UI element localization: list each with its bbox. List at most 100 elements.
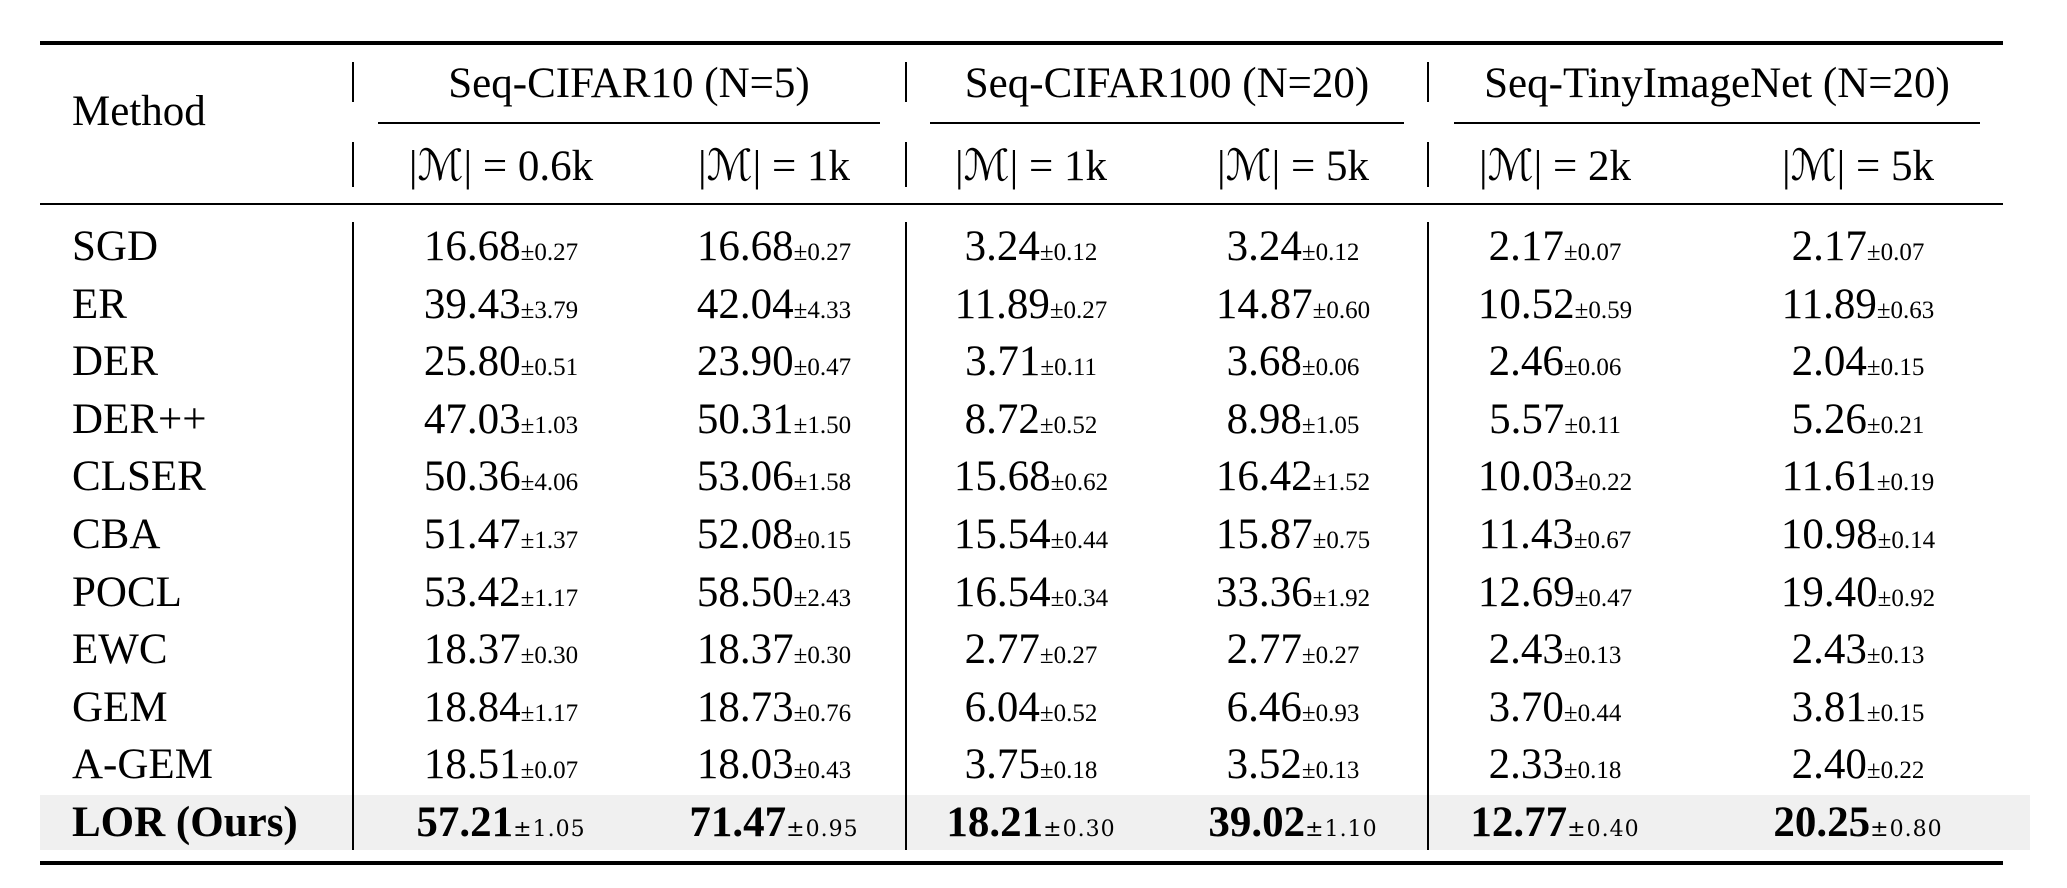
bottom-rule xyxy=(40,861,2003,865)
memory-size-header: |ℳ| = 2k xyxy=(1479,143,1631,190)
cell-mean: 2.43 xyxy=(1791,626,1867,674)
method-name: DER xyxy=(72,338,158,386)
cell-std: ±0.19 xyxy=(1876,469,1935,497)
cell-mean: 47.03 xyxy=(423,395,521,443)
table-cell: 3.24±0.12 xyxy=(965,225,1098,268)
cell-std: ±0.15 xyxy=(1866,699,1925,727)
table-cell: 50.36±4.06 xyxy=(424,455,578,498)
cell-mean: 71.47 xyxy=(689,799,787,846)
cell-std: ±3.79 xyxy=(520,296,579,324)
cell-mean: 11.89 xyxy=(954,280,1050,328)
cell-std: ±0.07 xyxy=(1563,239,1622,266)
table-cell: 16.54±0.34 xyxy=(954,571,1108,614)
memory-size-header: |ℳ| = 1k xyxy=(698,143,850,190)
cell-std: ±0.76 xyxy=(793,699,852,727)
table-cell: 23.90±0.47 xyxy=(697,340,851,383)
column-separator xyxy=(905,222,907,850)
cell-std: ±0.11 xyxy=(1564,411,1621,439)
cell-mean: 3.71 xyxy=(965,338,1041,386)
cell-mean: 6.46 xyxy=(1226,683,1302,731)
table-cell: 3.75±0.18 xyxy=(965,743,1098,786)
cell-mean: 53.06 xyxy=(696,453,794,501)
table-cell: 18.21±0.30 xyxy=(946,801,1115,844)
cell-std: ±0.51 xyxy=(520,354,579,382)
table-cell: 6.46±0.93 xyxy=(1227,686,1360,729)
table-cell: 11.89±0.27 xyxy=(955,283,1108,326)
cell-mean: 10.03 xyxy=(1477,453,1575,501)
cell-std: ±1.03 xyxy=(520,411,579,439)
cell-mean: 12.77 xyxy=(1470,799,1568,846)
table-cell: 10.98±0.14 xyxy=(1781,513,1935,556)
table-cell: 3.24±0.12 xyxy=(1227,225,1360,268)
cell-mean: 2.46 xyxy=(1488,338,1564,386)
table-cell: 2.40±0.22 xyxy=(1792,743,1925,786)
cell-std: ±0.62 xyxy=(1050,469,1109,497)
memory-size-header: |ℳ| = 1k xyxy=(955,143,1107,190)
cell-std: ±0.15 xyxy=(793,527,852,554)
table-cell: 33.36±1.92 xyxy=(1216,571,1370,614)
method-name: A-GEM xyxy=(72,741,213,789)
cell-mean: 25.80 xyxy=(423,338,521,386)
cell-std: ±0.60 xyxy=(1312,296,1371,324)
table-cell: 6.04±0.52 xyxy=(965,686,1098,729)
cell-mean: 2.43 xyxy=(1488,626,1564,674)
cell-std: ±1.05 xyxy=(1301,411,1360,439)
method-name: SGD xyxy=(72,223,159,270)
cell-std: ±1.05 xyxy=(513,817,586,842)
cell-std: ±0.13 xyxy=(1866,642,1925,670)
cell-std: ±0.11 xyxy=(1040,354,1097,382)
cell-std: ±1.10 xyxy=(1305,817,1378,842)
cell-mean: 3.70 xyxy=(1488,683,1564,731)
cell-mean: 16.68 xyxy=(696,223,794,270)
cell-std: ±0.06 xyxy=(1563,354,1622,382)
cell-std: ±0.22 xyxy=(1574,469,1633,497)
cell-mean: 10.52 xyxy=(1477,280,1575,328)
top-rule xyxy=(40,41,2003,45)
table-cell: 52.08±0.15 xyxy=(697,513,851,556)
cell-std: ±0.06 xyxy=(1301,354,1360,382)
cell-mean: 3.24 xyxy=(964,223,1040,270)
cell-std: ±2.43 xyxy=(793,584,852,612)
cell-mean: 50.36 xyxy=(423,453,521,501)
cell-mean: 2.77 xyxy=(964,626,1040,674)
column-separator xyxy=(1427,142,1429,187)
cell-std: ±0.93 xyxy=(1301,699,1360,727)
table-cell: 2.43±0.13 xyxy=(1792,628,1925,671)
table-cell: 19.40±0.92 xyxy=(1781,571,1935,614)
cell-std: ±0.30 xyxy=(520,642,579,670)
cell-std: ±0.22 xyxy=(1866,757,1925,785)
table-cell: 18.84±1.17 xyxy=(424,686,578,729)
table-cell: 57.21±1.05 xyxy=(416,801,585,844)
method-name: POCL xyxy=(72,568,182,616)
table-cell: 15.54±0.44 xyxy=(954,513,1108,556)
cell-std: ±0.92 xyxy=(1877,584,1936,612)
cell-std: ±1.37 xyxy=(520,527,579,554)
table-cell: 3.71±0.11 xyxy=(965,340,1097,383)
cell-mean: 2.17 xyxy=(1791,223,1867,270)
table-cell: 18.51±0.07 xyxy=(424,743,578,786)
cell-mean: 20.25 xyxy=(1773,799,1871,846)
memory-size-header: |ℳ| = 0.6k xyxy=(408,143,594,190)
cell-mean: 5.57 xyxy=(1489,395,1565,443)
column-separator xyxy=(1427,62,1429,102)
memory-size-header: |ℳ| = 5k xyxy=(1217,143,1369,190)
table-cell: 2.77±0.27 xyxy=(965,628,1098,671)
column-separator xyxy=(1427,222,1429,850)
cell-std: ±0.07 xyxy=(1866,239,1925,266)
cell-mean: 2.40 xyxy=(1791,741,1867,789)
method-name: ER xyxy=(72,280,127,328)
method-header: Method xyxy=(72,88,206,135)
table-cell: 11.43±0.67 xyxy=(1479,513,1632,556)
cell-std: ±1.58 xyxy=(793,469,852,497)
table-cell: 47.03±1.03 xyxy=(424,398,578,441)
cell-mean: 2.77 xyxy=(1226,626,1302,674)
cell-mean: 53.42 xyxy=(423,568,521,616)
cell-std: ±0.67 xyxy=(1573,527,1632,554)
group-header: Seq-CIFAR10 (N=5) xyxy=(448,60,810,107)
cell-mean: 3.81 xyxy=(1791,683,1867,731)
memory-size-header: |ℳ| = 5k xyxy=(1782,143,1934,190)
cell-mean: 11.43 xyxy=(1478,511,1574,558)
cell-mean: 23.90 xyxy=(696,338,794,386)
table-cell: 3.68±0.06 xyxy=(1227,340,1360,383)
table-cell: 3.52±0.13 xyxy=(1227,743,1360,786)
